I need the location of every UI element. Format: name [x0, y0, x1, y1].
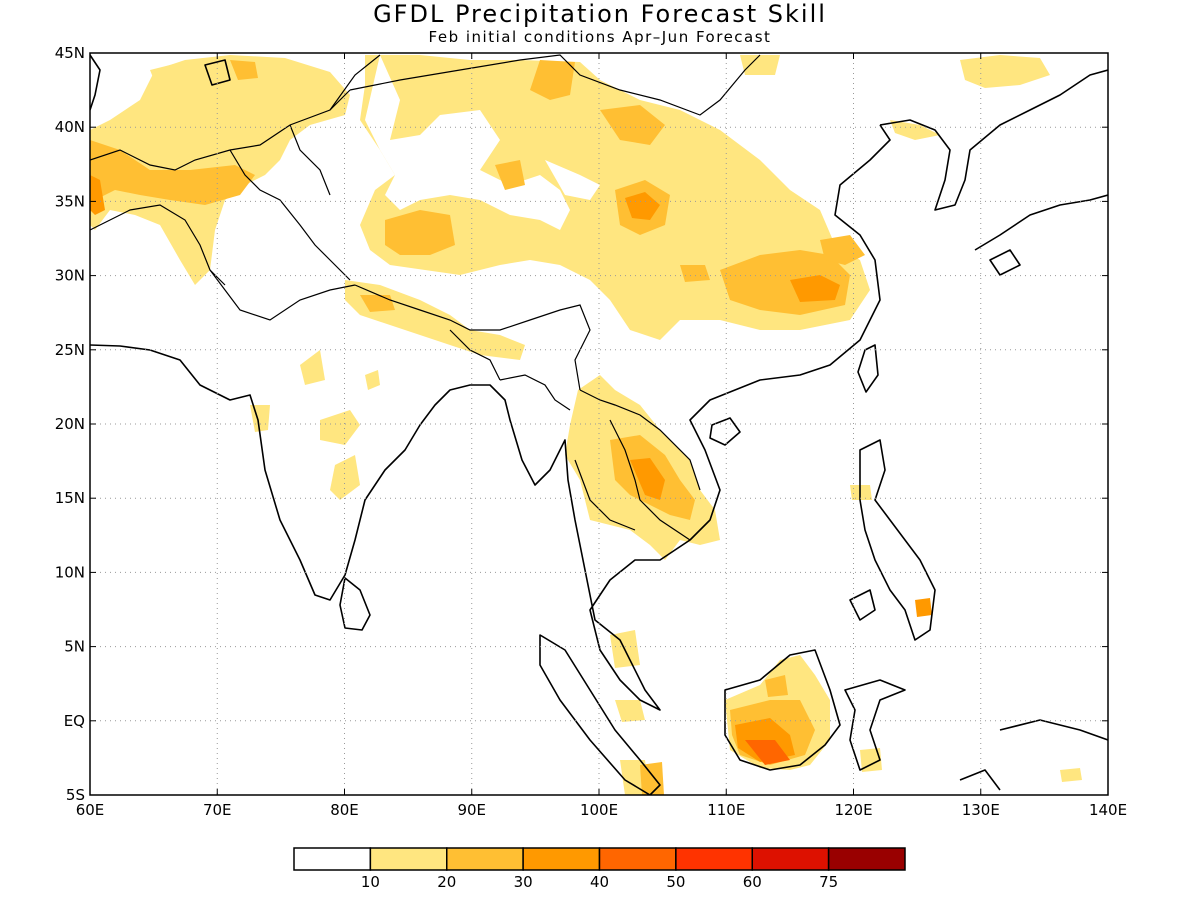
coastlines: [90, 54, 1108, 795]
lat-tick-label: 25N: [55, 341, 85, 359]
lat-tick-label: 30N: [55, 267, 85, 285]
lat-tick-label: 40N: [55, 118, 85, 136]
colorbar-swatch: [446, 847, 524, 871]
map-title: GFDL Precipitation Forecast Skill: [373, 0, 827, 28]
colorbar-label: 40: [590, 873, 609, 891]
lat-tick-label: 5S: [66, 786, 85, 804]
colorbar-label: 60: [743, 873, 762, 891]
colorbar-label: 10: [361, 873, 380, 891]
lon-tick-label: 60E: [76, 801, 105, 819]
map-subtitle: Feb initial conditions Apr–Jun Forecast: [428, 28, 772, 46]
lat-lon-gridlines: [90, 53, 1108, 795]
colorbar-label: 75: [819, 873, 838, 891]
lat-tick-label: 45N: [55, 44, 85, 62]
lon-tick-label: 100E: [580, 801, 618, 819]
lat-tick-label: 35N: [55, 192, 85, 210]
lon-tick-label: 140E: [1089, 801, 1127, 819]
colorbar-swatch: [827, 847, 906, 871]
colorbar-swatch: [751, 847, 830, 871]
lon-tick-label: 90E: [457, 801, 486, 819]
colorbar-legend: 10 20 30 40 50 60 75: [293, 847, 906, 891]
lon-tick-label: 120E: [834, 801, 872, 819]
country-borders: [90, 54, 761, 541]
colorbar-swatch: [675, 847, 753, 871]
lat-tick-label: 10N: [55, 563, 85, 581]
lon-tick-label: 110E: [707, 801, 745, 819]
lat-tick-label: EQ: [64, 712, 85, 730]
colorbar-label: 50: [666, 873, 685, 891]
colorbar-label: 30: [514, 873, 533, 891]
lon-tick-label: 70E: [203, 801, 232, 819]
lon-tick-label: 130E: [962, 801, 1000, 819]
colorbar-label: 20: [437, 873, 456, 891]
colorbar-swatch: [598, 847, 677, 871]
lat-tick-label: 20N: [55, 415, 85, 433]
axis-ticks: 60E 70E 80E 90E 100E 110E 120E 130E 140E 45N 40N 35…: [55, 44, 1127, 819]
colorbar-swatch: [522, 847, 601, 871]
colorbar-swatch: [369, 847, 448, 871]
lat-tick-label: 5N: [64, 638, 85, 656]
lon-tick-label: 80E: [330, 801, 359, 819]
lat-tick-label: 15N: [55, 489, 85, 507]
colorbar-swatch: [293, 847, 372, 871]
